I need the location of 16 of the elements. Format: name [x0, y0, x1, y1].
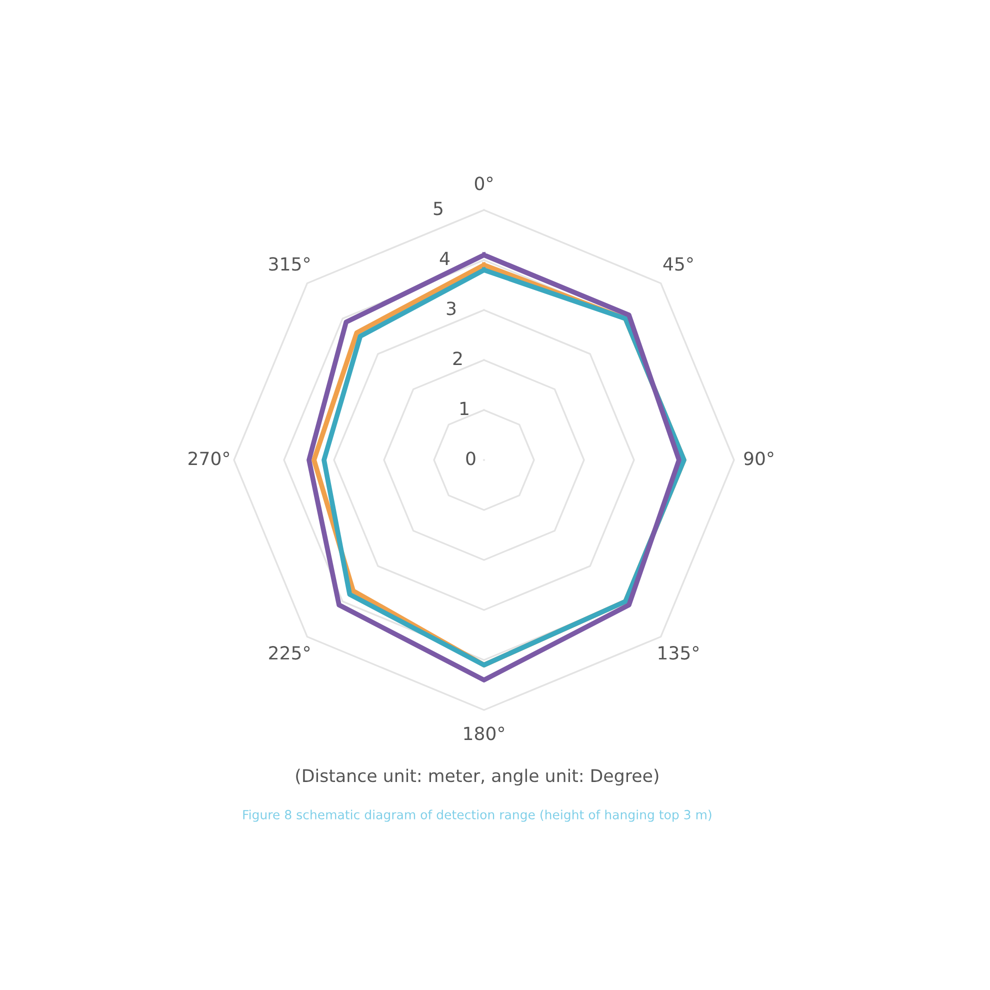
y-tick-label: 4 [440, 252, 450, 265]
spoke-label: 225° [269, 646, 310, 660]
spoke-label: 270° [188, 452, 230, 466]
caption: Figure 8 schematic diagram of detection range (height of hanging top 3 m) [243, 810, 712, 822]
y-tick-label: 2 [453, 352, 462, 365]
spoke-label: 0° [474, 176, 493, 190]
y-tick-label: 5 [434, 202, 442, 216]
y-tick-label: 3 [446, 302, 456, 316]
y-tick-label: 1 [460, 402, 468, 415]
spoke-label: 315° [269, 257, 310, 271]
y-tick-label: 0 [466, 452, 476, 466]
spoke-label: 90° [744, 452, 774, 466]
spoke-label: 45° [663, 257, 693, 271]
text: (Distance unit: meter, angle unit: Degree) [296, 768, 658, 786]
spoke-label: 135° [658, 646, 698, 660]
spoke-label: 180° [464, 726, 504, 740]
